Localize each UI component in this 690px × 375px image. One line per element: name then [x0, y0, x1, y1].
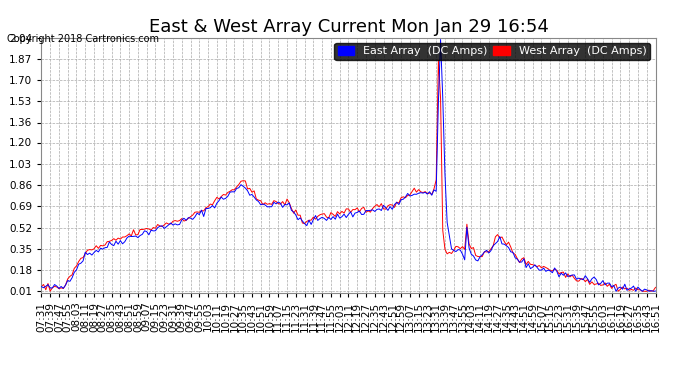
Text: Copyright 2018 Cartronics.com: Copyright 2018 Cartronics.com — [7, 34, 159, 44]
Title: East & West Array Current Mon Jan 29 16:54: East & West Array Current Mon Jan 29 16:… — [148, 18, 549, 36]
Legend: East Array  (DC Amps), West Array  (DC Amps): East Array (DC Amps), West Array (DC Amp… — [335, 43, 650, 60]
